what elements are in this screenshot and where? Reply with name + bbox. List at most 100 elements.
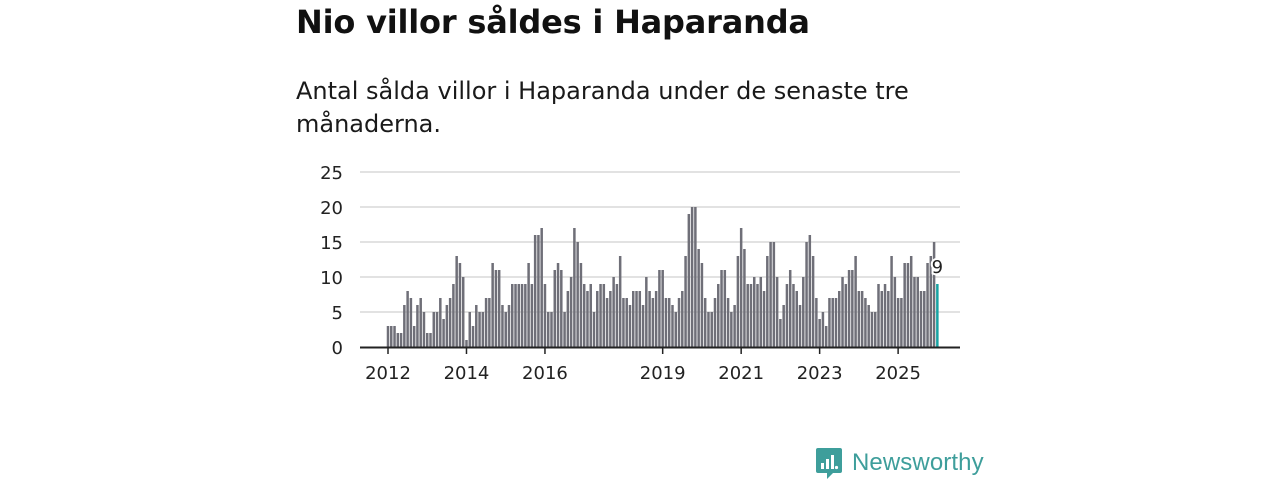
bar	[674, 312, 678, 347]
bar	[694, 207, 697, 347]
bar	[736, 256, 740, 347]
bar	[900, 298, 903, 347]
bar	[782, 305, 785, 347]
bar	[543, 284, 547, 347]
bar	[723, 270, 727, 347]
bar	[386, 326, 390, 347]
x-tick-label: 2014	[444, 363, 490, 384]
bar	[658, 270, 661, 347]
bar	[720, 270, 723, 347]
newsworthy-logo-icon	[816, 448, 842, 479]
bar	[586, 291, 589, 347]
bar	[919, 291, 923, 347]
bar	[638, 291, 642, 347]
bar	[733, 305, 736, 347]
bar	[416, 305, 419, 347]
y-tick-label: 15	[320, 233, 343, 254]
bar	[772, 242, 776, 347]
bar	[896, 298, 900, 347]
bar	[717, 284, 720, 347]
bar	[511, 284, 514, 347]
brand-name: Newsworthy	[852, 449, 984, 476]
bar	[556, 263, 560, 347]
bar	[671, 305, 674, 347]
bar	[703, 298, 707, 347]
bar	[628, 305, 632, 347]
bar	[635, 291, 638, 347]
bar	[442, 319, 445, 347]
bar	[713, 298, 717, 347]
chart-title: Nio villor såldes i Haparanda	[296, 3, 810, 41]
bar	[439, 298, 442, 347]
bar	[432, 312, 436, 347]
bar	[795, 291, 798, 347]
bar	[550, 312, 553, 347]
bar	[448, 298, 452, 347]
bar	[880, 291, 884, 347]
bar	[854, 256, 857, 347]
bar	[667, 298, 671, 347]
bar	[409, 298, 413, 347]
bar	[625, 298, 628, 347]
bar	[553, 270, 557, 347]
bar	[710, 312, 713, 347]
bar-highlight	[936, 284, 939, 347]
y-tick-label: 10	[320, 268, 343, 289]
x-tick-label: 2021	[718, 363, 764, 384]
bar	[445, 305, 449, 347]
bar	[749, 284, 753, 347]
bar	[484, 298, 488, 347]
bar	[697, 249, 700, 347]
bar	[805, 242, 808, 347]
bar	[589, 284, 592, 347]
bar	[752, 277, 756, 347]
bar	[664, 298, 668, 347]
bar	[785, 284, 789, 347]
bar	[906, 263, 910, 347]
bar	[609, 291, 612, 347]
bar	[831, 298, 834, 347]
bar	[759, 277, 763, 347]
highlight-value-label: 9	[932, 257, 943, 278]
bar	[684, 256, 687, 347]
bar	[677, 298, 681, 347]
bar	[870, 312, 874, 347]
bar	[828, 298, 831, 347]
bar	[726, 298, 730, 347]
bar	[471, 326, 475, 347]
bar	[864, 298, 867, 347]
bar	[582, 284, 586, 347]
bar	[520, 284, 524, 347]
bar	[883, 284, 887, 347]
bar	[792, 284, 795, 347]
bar	[681, 291, 684, 347]
bar	[932, 242, 936, 347]
bar	[687, 214, 691, 347]
bar	[707, 312, 710, 347]
bar	[465, 340, 468, 347]
bar	[406, 291, 409, 347]
bar	[501, 305, 504, 347]
bar	[452, 284, 455, 347]
bar	[504, 312, 507, 347]
bar	[481, 312, 485, 347]
bar	[422, 312, 426, 347]
bar	[390, 326, 393, 347]
bar	[478, 312, 481, 347]
bar	[612, 277, 615, 347]
bar	[893, 277, 897, 347]
bar	[537, 235, 540, 347]
bar	[860, 291, 864, 347]
bars	[386, 207, 939, 347]
bar	[834, 298, 838, 347]
bar	[887, 291, 890, 347]
bar	[622, 298, 625, 347]
bar	[524, 284, 527, 347]
bar	[815, 298, 818, 347]
bar	[527, 263, 530, 347]
bar	[926, 263, 929, 347]
bar	[546, 312, 550, 347]
bar	[560, 270, 563, 347]
